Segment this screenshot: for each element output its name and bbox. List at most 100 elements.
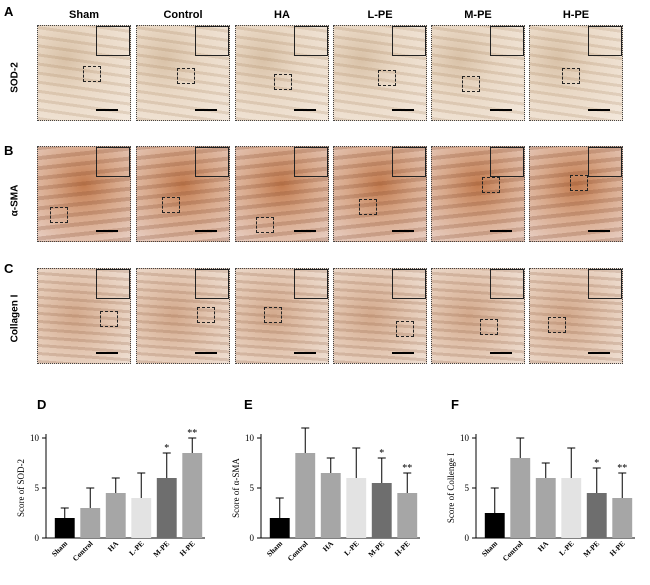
column-header-h-pe: H-PE xyxy=(562,9,590,21)
chart-collagen-score: 0 5 10 Score of Collenge I Sham Control HA L-PE… xyxy=(446,433,635,563)
scale-bar xyxy=(392,352,414,354)
roi-box xyxy=(396,321,414,337)
micrograph-asma-m-pe xyxy=(431,146,525,242)
inset-magnified xyxy=(195,26,229,56)
y-tick-label: 5 xyxy=(465,483,470,493)
x-tick-label: M-PE xyxy=(581,539,601,559)
chart-sod2-score: 0 5 10 Score of SOD-2 Sham Control HA L-PE * M-PE… xyxy=(16,428,205,563)
y-tick-label: 0 xyxy=(35,533,40,543)
micrograph-sod2-l-pe xyxy=(333,25,427,121)
inset-magnified xyxy=(96,26,130,56)
roi-box xyxy=(562,68,580,84)
scale-bar xyxy=(490,109,512,111)
inset-magnified xyxy=(588,269,622,299)
roi-box xyxy=(274,74,292,90)
inset-magnified xyxy=(294,147,328,177)
roi-box xyxy=(570,175,588,191)
panel-letter-a: A xyxy=(4,4,14,19)
roi-box xyxy=(264,307,282,323)
inset-magnified xyxy=(588,147,622,177)
column-header-sham: Sham xyxy=(69,9,99,21)
x-tick-label: M-PE xyxy=(366,539,386,559)
panel-letter-b: B xyxy=(4,143,14,158)
row-label-sod-2: SOD-2 xyxy=(9,62,21,93)
y-tick-label: 5 xyxy=(250,483,255,493)
micrograph-sod2-h-pe xyxy=(529,25,623,121)
micrograph-asma-ha xyxy=(235,146,329,242)
bar-sham xyxy=(484,513,505,538)
bar-ha xyxy=(320,473,341,538)
inset-magnified xyxy=(392,269,426,299)
roi-box xyxy=(480,319,498,335)
x-tick-label: Control xyxy=(286,539,310,563)
micrograph-asma-h-pe xyxy=(529,146,623,242)
panel-letter-f: F xyxy=(451,397,459,412)
bar-h-pe xyxy=(397,493,418,538)
x-tick-label: HA xyxy=(106,539,121,554)
scale-bar xyxy=(392,109,414,111)
y-tick-label: 0 xyxy=(465,533,470,543)
bar-control xyxy=(295,453,316,538)
bar-ha xyxy=(105,493,126,538)
bar-m-pe xyxy=(156,478,177,538)
scale-bar xyxy=(392,230,414,232)
inset-magnified xyxy=(96,269,130,299)
x-tick-label: M-PE xyxy=(151,539,171,559)
x-tick-label: L-PE xyxy=(342,539,360,557)
significance-marker: ** xyxy=(187,428,197,439)
x-tick-label: Sham xyxy=(50,539,70,559)
scale-bar xyxy=(588,109,610,111)
bar-ha xyxy=(535,478,556,538)
scale-bar xyxy=(195,109,217,111)
roi-box xyxy=(359,199,377,215)
scale-bar xyxy=(490,230,512,232)
y-tick-label: 5 xyxy=(35,483,40,493)
roi-box xyxy=(256,217,274,233)
scale-bar xyxy=(294,109,316,111)
y-tick-label: 10 xyxy=(460,433,470,443)
x-tick-label: L-PE xyxy=(127,539,145,557)
roi-box xyxy=(177,68,195,84)
micrograph-sod2-control xyxy=(136,25,230,121)
micrograph-sod2-sham xyxy=(37,25,131,121)
roi-box xyxy=(100,311,118,327)
micrograph-collagen-h-pe xyxy=(529,268,623,364)
inset-magnified xyxy=(588,26,622,56)
x-tick-label: Sham xyxy=(265,539,285,559)
row-label-alpha-sma: α-SMA xyxy=(9,184,21,217)
y-tick-label: 10 xyxy=(30,433,40,443)
micrograph-collagen-m-pe xyxy=(431,268,525,364)
scale-bar xyxy=(490,352,512,354)
scale-bar xyxy=(96,109,118,111)
scale-bar xyxy=(96,230,118,232)
micrograph-collagen-sham xyxy=(37,268,131,364)
bar-control xyxy=(80,508,101,538)
roi-box xyxy=(548,317,566,333)
inset-magnified xyxy=(392,26,426,56)
micrograph-asma-control xyxy=(136,146,230,242)
significance-marker: ** xyxy=(402,463,412,474)
bar-control xyxy=(510,458,531,538)
scale-bar xyxy=(294,230,316,232)
panel-letter-c: C xyxy=(4,261,14,276)
column-header-ha: HA xyxy=(274,9,290,21)
bar-sham xyxy=(54,518,75,538)
scale-bar xyxy=(96,352,118,354)
chart-alpha-sma-score: 0 5 10 Score of α-SMA Sham Control HA L-PE * M-PE… xyxy=(231,427,420,563)
x-tick-label: HA xyxy=(321,539,336,554)
bar-m-pe xyxy=(586,493,607,538)
bar-l-pe xyxy=(346,478,367,538)
inset-magnified xyxy=(96,147,130,177)
column-header-l-pe: L-PE xyxy=(367,9,393,21)
scale-bar xyxy=(195,230,217,232)
x-tick-label: Control xyxy=(501,539,525,563)
roi-box xyxy=(162,197,180,213)
bar-l-pe xyxy=(131,498,152,538)
column-header-m-pe: M-PE xyxy=(464,9,492,21)
y-axis-label: Score of Collenge I xyxy=(446,453,456,523)
micrograph-collagen-ha xyxy=(235,268,329,364)
inset-magnified xyxy=(490,26,524,56)
micrograph-sod2-ha xyxy=(235,25,329,121)
panel-letter-e: E xyxy=(244,397,253,412)
bar-m-pe xyxy=(371,483,392,538)
